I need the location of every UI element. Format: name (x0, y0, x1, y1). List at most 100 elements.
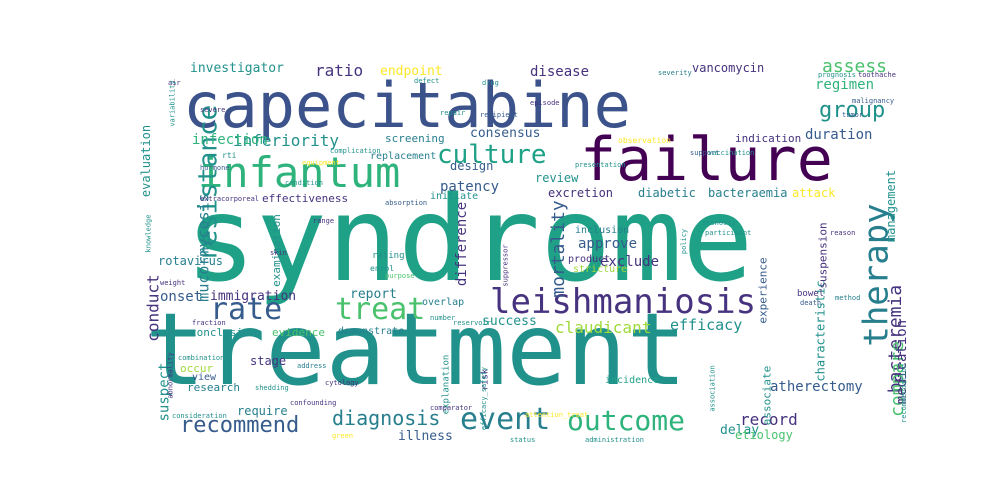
cloud-word: design (450, 159, 494, 173)
cloud-word: treatment (145, 291, 687, 408)
cloud-word: range (313, 217, 335, 225)
cloud-word: variability (168, 80, 177, 127)
cloud-word: policy (680, 228, 689, 255)
cloud-word: require (237, 404, 288, 418)
cloud-word: rating (372, 251, 405, 261)
cloud-word: prognosis (818, 71, 856, 79)
cloud-word: association (708, 365, 717, 412)
cloud-word: etiology (735, 428, 793, 442)
cloud-word: bowel (797, 289, 825, 299)
cloud-word: condition (285, 179, 323, 187)
cloud-word: culture (437, 140, 547, 170)
cloud-word: atherectomy (770, 379, 863, 395)
cloud-word: disease (530, 64, 590, 80)
cloud-word: recommendation (900, 363, 909, 424)
cloud-word: severe (200, 106, 226, 114)
cloud-word: skin (270, 249, 287, 257)
cloud-word: effectiveness (262, 192, 349, 205)
cloud-word: stenosis (702, 219, 736, 227)
cloud-word: rate (210, 292, 283, 327)
cloud-word: air (168, 79, 181, 87)
cloud-word: difference (454, 201, 471, 287)
cloud-word: tumor (842, 111, 864, 119)
cloud-word: inferiority (233, 131, 339, 150)
cloud-word: recipient (480, 111, 518, 119)
cloud-word: stricture (573, 264, 628, 275)
cloud-word: infantum (198, 148, 401, 197)
cloud-word: efficacy (670, 316, 743, 334)
cloud-word: syndrome (185, 170, 754, 308)
cloud-word: failure (580, 125, 833, 195)
cloud-word: event (460, 402, 551, 437)
cloud-word: rti (222, 151, 237, 160)
cloud-word: suspension (816, 222, 830, 289)
cloud-word: excretion (548, 186, 614, 200)
cloud-word: patency (440, 179, 500, 195)
cloud-word: group (819, 98, 886, 123)
cloud-word: delay (720, 423, 760, 438)
cloud-word: extracorporeal (200, 195, 260, 203)
cloud-word: diabetic (638, 186, 696, 200)
cloud-word: mucormycosis (194, 193, 213, 302)
cloud-word: presentation (575, 161, 626, 169)
cloud-word: approve (578, 236, 638, 252)
cloud-word: stage (250, 354, 287, 368)
cloud-word: view (192, 372, 217, 383)
cloud-word: episode (530, 99, 560, 107)
cloud-word: administration (585, 436, 645, 444)
cloud-word: purpose (385, 272, 415, 280)
cloud-word: status (510, 436, 536, 444)
cloud-word: rotavirus (158, 254, 224, 268)
cloud-word: reservoir (453, 319, 491, 327)
cloud-word: defect (414, 77, 440, 85)
cloud-word: indication (735, 132, 802, 145)
cloud-word: death (800, 299, 822, 307)
cloud-word: investigator (190, 61, 284, 76)
cloud-word: endpoint (380, 64, 443, 79)
cloud-word: fraction (192, 319, 226, 327)
cloud-word: success (482, 314, 537, 329)
cloud-word: combination (178, 354, 225, 362)
cloud-word: inclusion (575, 225, 630, 236)
cloud-word: exclude (600, 254, 660, 270)
cloud-word: weight (160, 279, 186, 287)
cloud-word: regimen (815, 77, 875, 93)
cloud-word: outcome (567, 404, 686, 437)
cloud-word: onset (160, 289, 203, 305)
cloud-word: bacteraemia (708, 186, 788, 200)
cloud-word: severity (658, 69, 692, 77)
cloud-word: consideration (172, 412, 227, 420)
cloud-word: repair (440, 109, 466, 117)
cloud-word: diagnosis (332, 406, 441, 430)
cloud-word: reason (830, 229, 856, 237)
cloud-word: overlap (422, 297, 465, 308)
cloud-word: associate (760, 365, 774, 426)
cloud-word: immigration (210, 289, 297, 304)
cloud-word: comparator (430, 404, 473, 412)
cloud-word: conclusion (190, 326, 257, 339)
cloud-word: vaccination (708, 149, 755, 157)
cloud-word: demonstrate (338, 326, 405, 337)
cloud-word: shedding (255, 384, 289, 392)
cloud-word: abnormality (166, 352, 175, 399)
cloud-word: review (535, 171, 579, 185)
cloud-word: recommend (180, 413, 300, 438)
cloud-word: attack (792, 186, 836, 200)
cloud-word: efficacy_safety (480, 366, 489, 431)
cloud-word: experience (756, 257, 770, 324)
cloud-word: drug (482, 79, 499, 87)
cloud-word: number (430, 314, 456, 322)
cloud-word: consensus (470, 126, 541, 141)
cloud-word: duration (805, 127, 873, 143)
cloud-word: management (884, 169, 899, 243)
cloud-word: infection (192, 132, 268, 148)
cloud-word: vancomycin (692, 61, 765, 75)
cloud-word: malignancy (852, 97, 895, 105)
cloud-word: replacement (370, 151, 437, 162)
cloud-word: incidence (605, 375, 660, 386)
cloud-word: report (350, 287, 397, 302)
cloud-word: enrol (370, 264, 395, 273)
cloud-word: treat (335, 292, 426, 327)
